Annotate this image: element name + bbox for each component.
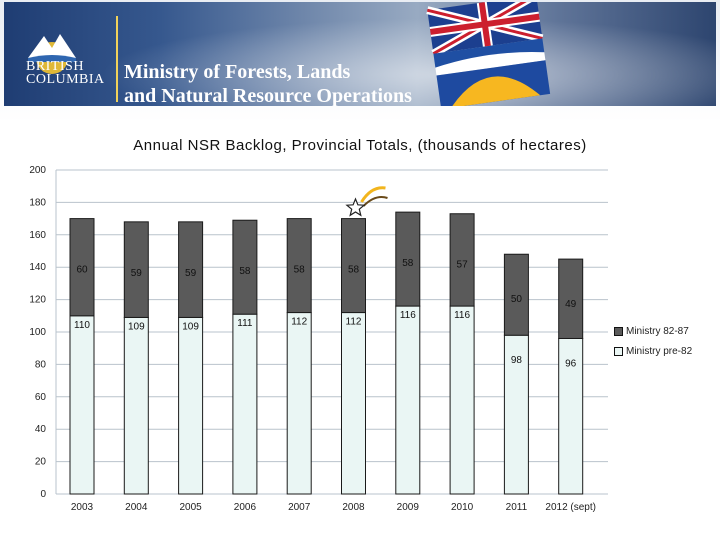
data-label-ministry-pre-82: 109	[128, 321, 145, 332]
data-label-ministry-82-87: 58	[402, 258, 414, 269]
legend-item-ministry-pre-82: Ministry pre-82	[614, 341, 692, 361]
ministry-name-line1: Ministry of Forests, Lands	[124, 61, 351, 83]
legend-label-ministry-82-87: Ministry 82-87	[626, 325, 689, 337]
x-tick-label: 2009	[397, 502, 420, 513]
data-label-ministry-pre-82: 116	[400, 310, 416, 321]
data-label-ministry-82-87: 58	[294, 265, 306, 276]
x-tick-label: 2008	[342, 502, 365, 513]
y-tick-label: 80	[35, 359, 47, 370]
legend-swatch-ministry-pre-82	[614, 346, 623, 356]
bar-ministry-82-87-2011	[503, 253, 529, 336]
ministry-name: Ministry of Forests, Lands and Natural R…	[124, 60, 412, 106]
header-divider	[116, 16, 118, 102]
bc-flag-icon	[426, 2, 551, 106]
data-label-ministry-pre-82: 96	[565, 358, 577, 369]
bar-ministry-pre-82-2004	[123, 316, 149, 495]
bar-ministry-82-87-2007	[286, 218, 312, 314]
star-trail	[360, 186, 386, 203]
bc-wordmark-line1: BRITISH	[26, 59, 84, 74]
data-label-ministry-82-87: 58	[348, 265, 360, 276]
data-label-ministry-pre-82: 111	[237, 318, 253, 329]
data-label-ministry-pre-82: 98	[511, 355, 523, 366]
y-tick-label: 180	[29, 197, 46, 208]
data-label-ministry-82-87: 50	[511, 294, 523, 305]
y-tick-label: 60	[35, 392, 47, 403]
legend-swatch-ministry-82-87	[614, 326, 623, 336]
bc-wordmark-line2: COLUMBIA	[26, 72, 105, 87]
bar-ministry-82-87-2008	[341, 218, 366, 314]
bar-ministry-pre-82-2012-sept	[558, 337, 584, 495]
data-label-ministry-pre-82: 110	[74, 320, 90, 331]
x-tick-label: 2003	[71, 502, 94, 513]
banner-image: BRITISH COLUMBIA Ministry of Forests, La…	[4, 2, 716, 106]
bc-wordmark: BRITISH COLUMBIA	[26, 59, 106, 87]
bar-ministry-pre-82-2007	[286, 312, 312, 495]
x-tick-label: 2011	[506, 502, 528, 513]
data-label-ministry-pre-82: 112	[291, 317, 307, 328]
bar-ministry-pre-82-2009	[395, 305, 421, 495]
x-tick-label: 2004	[125, 502, 148, 513]
header-banner: BRITISH COLUMBIA Ministry of Forests, La…	[0, 0, 720, 122]
chart-legend: Ministry 82-87 Ministry pre-82	[614, 321, 692, 361]
bar-ministry-pre-82-2011	[503, 334, 529, 495]
data-label-ministry-82-87: 49	[565, 299, 577, 310]
bar-ministry-pre-82-2008	[341, 312, 366, 495]
x-tick-label: 2006	[234, 502, 257, 513]
bar-ministry-82-87-2009	[395, 211, 421, 307]
y-tick-label: 120	[29, 295, 46, 306]
bar-ministry-pre-82-2003	[69, 315, 95, 495]
legend-label-ministry-pre-82: Ministry pre-82	[626, 345, 693, 357]
shooting-star-icon	[345, 186, 388, 217]
data-label-ministry-82-87: 57	[457, 260, 469, 271]
bar-ministry-pre-82-2005	[178, 316, 204, 495]
star-shape	[345, 197, 366, 217]
x-tick-label: 2005	[179, 502, 202, 513]
bar-ministry-82-87-2006	[232, 219, 258, 315]
data-label-ministry-82-87: 59	[131, 268, 143, 279]
y-tick-label: 40	[35, 424, 47, 435]
data-label-ministry-82-87: 58	[239, 266, 251, 277]
y-tick-label: 200	[29, 165, 46, 176]
x-tick-label: 2010	[451, 502, 474, 513]
y-tick-label: 100	[29, 327, 46, 338]
y-tick-label: 0	[40, 489, 46, 500]
bar-ministry-82-87-2005	[178, 221, 204, 318]
bar-ministry-82-87-2010	[449, 213, 475, 307]
y-tick-label: 160	[29, 230, 46, 241]
bar-ministry-pre-82-2010	[449, 305, 475, 495]
ministry-name-line2: and Natural Resource Operations	[124, 85, 412, 106]
star-trail	[362, 196, 388, 207]
bar-ministry-pre-82-2006	[232, 313, 258, 495]
bc-logo-icon	[28, 34, 76, 74]
x-tick-label: 2007	[288, 502, 311, 513]
bar-ministry-82-87-2012-sept	[558, 258, 584, 339]
y-tick-label: 140	[29, 262, 46, 273]
chart-title: Annual NSR Backlog, Provincial Totals, (…	[133, 137, 587, 154]
data-label-ministry-pre-82: 112	[346, 317, 362, 328]
legend-item-ministry-82-87: Ministry 82-87	[614, 321, 692, 341]
bar-ministry-82-87-2004	[123, 221, 149, 318]
data-label-ministry-82-87: 60	[76, 265, 88, 276]
data-label-ministry-pre-82: 116	[454, 310, 470, 321]
y-tick-label: 20	[35, 457, 47, 468]
x-tick-label: 2012 (sept)	[545, 502, 596, 513]
data-label-ministry-pre-82: 109	[182, 321, 199, 332]
bar-ministry-82-87-2003	[69, 218, 95, 317]
data-label-ministry-82-87: 59	[185, 268, 197, 279]
